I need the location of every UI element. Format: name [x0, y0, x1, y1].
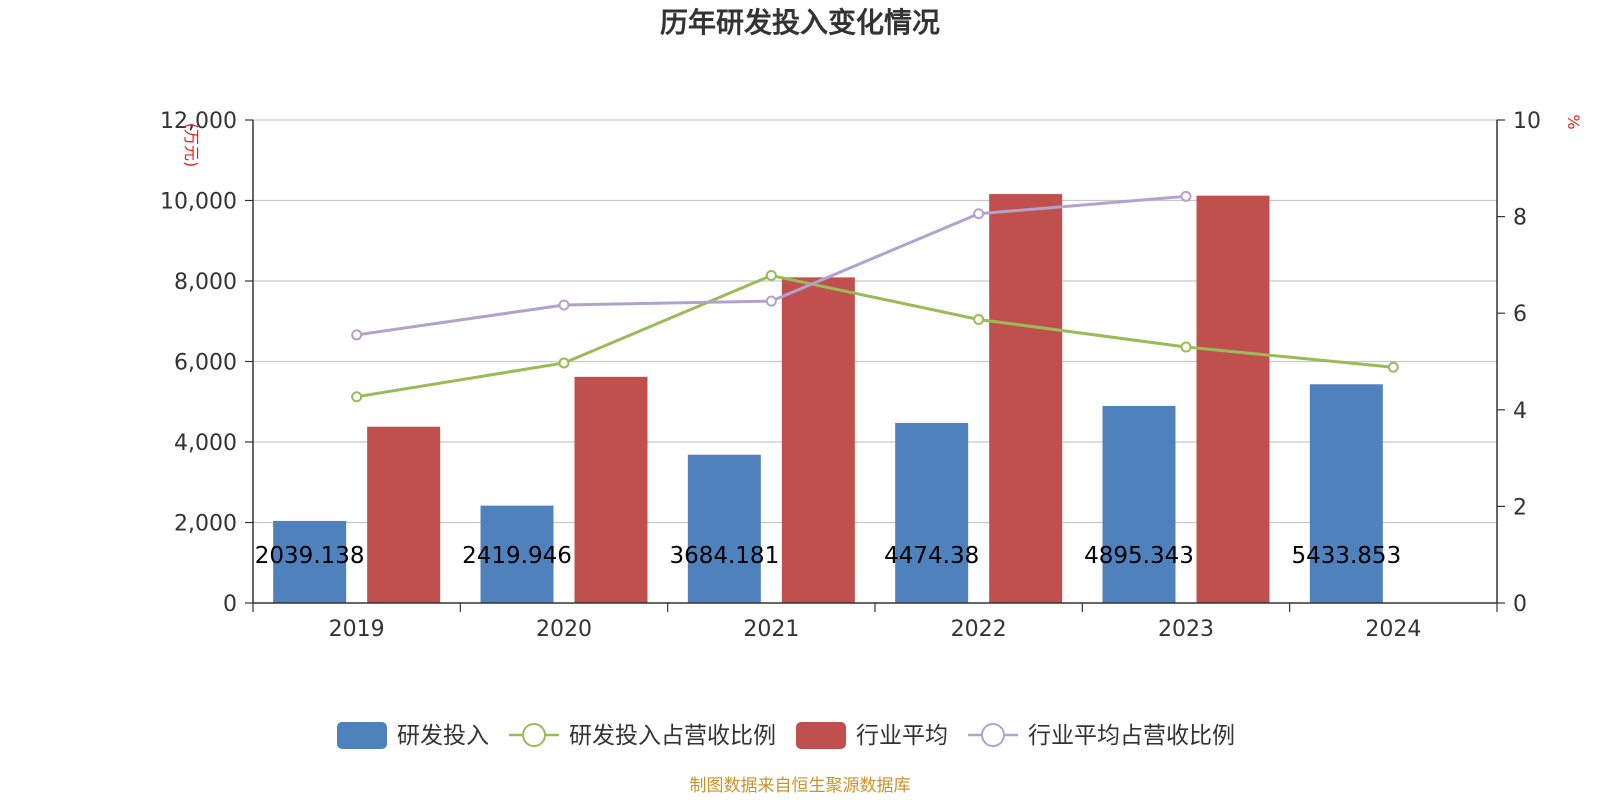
x-tick-label: 2020: [536, 617, 592, 642]
data-labels: 2039.138 2419.946 3684.181 4474.38 4895.343 5…: [255, 543, 1401, 569]
data-label: 2039.138: [255, 543, 365, 569]
x-tick-label: 2023: [1158, 617, 1214, 642]
bar: [1309, 384, 1383, 603]
bar: [1196, 195, 1270, 604]
data-label: 4474.38: [884, 543, 979, 569]
y-left-tick-label: 6,000: [174, 351, 237, 376]
y-left-tick-label: 0: [223, 592, 237, 617]
bar: [687, 454, 761, 603]
bar: [574, 376, 648, 603]
bar: [781, 277, 855, 603]
data-point: [765, 270, 777, 282]
bar: [1102, 405, 1176, 603]
y-left-tick-label: 2,000: [174, 512, 237, 537]
bar: [273, 520, 347, 603]
y-right-tick-label: 6: [1513, 302, 1527, 327]
legend-label: 行业平均: [856, 723, 948, 749]
x-tick-label: 2021: [743, 617, 799, 642]
axes: 0 2,000 4,000 6,000 8,000 10,000 12,000 0 2 4 6 8 10…: [160, 109, 1541, 642]
footer-source: 制图数据来自恒生聚源数据库: [690, 776, 911, 796]
y-left-tick-label: 10,000: [160, 190, 237, 215]
legend-swatch: [337, 722, 387, 749]
data-point: [558, 357, 570, 369]
chart-title: 历年研发投入变化情况: [660, 6, 940, 39]
y-right-tick-label: 2: [1513, 495, 1527, 520]
y-left-tick-label: 4,000: [174, 431, 237, 456]
y-left-tick-label: 12,000: [160, 109, 237, 134]
legend-label: 研发投入: [397, 723, 489, 749]
data-point: [1387, 361, 1399, 373]
bar: [989, 194, 1063, 603]
y-left-tick-label: 8,000: [174, 270, 237, 295]
y-left-unit: (万元): [182, 123, 201, 168]
data-point: [351, 329, 363, 341]
x-tick-label: 2024: [1365, 617, 1421, 642]
data-point: [973, 313, 985, 325]
data-point: [558, 299, 570, 311]
y-right-tick-label: 0: [1513, 592, 1527, 617]
bar: [367, 426, 441, 603]
x-tick-label: 2022: [951, 617, 1007, 642]
data-label: 4895.343: [1084, 543, 1194, 569]
data-point: [351, 391, 363, 403]
grid-lines: [253, 119, 1497, 524]
legend-swatch: [796, 722, 846, 749]
data-point: [973, 208, 985, 220]
data-point: [1180, 190, 1192, 202]
y-right-tick-label: 8: [1513, 206, 1527, 231]
bar: [895, 422, 969, 603]
series-lines: [351, 190, 1399, 403]
legend-label: 行业平均占营收比例: [1028, 723, 1235, 749]
data-label: 5433.853: [1291, 543, 1401, 569]
legend-swatch-marker: [981, 723, 1005, 747]
x-tick-label: 2019: [329, 617, 385, 642]
data-point: [765, 295, 777, 307]
y-right-tick-label: 10: [1513, 109, 1541, 134]
legend-label: 研发投入占营收比例: [569, 723, 776, 749]
data-point: [1180, 341, 1192, 353]
bars: [273, 194, 1383, 604]
y-right-unit: %: [1564, 114, 1583, 129]
legend: 研发投入 研发投入占营收比例 行业平均 行业平均占营收比例: [337, 722, 1235, 749]
y-right-tick-label: 4: [1513, 399, 1527, 424]
data-label: 3684.181: [669, 543, 779, 569]
legend-swatch-marker: [522, 723, 546, 747]
data-label: 2419.946: [462, 543, 572, 569]
bar: [480, 505, 554, 603]
series-line: [356, 273, 1394, 399]
